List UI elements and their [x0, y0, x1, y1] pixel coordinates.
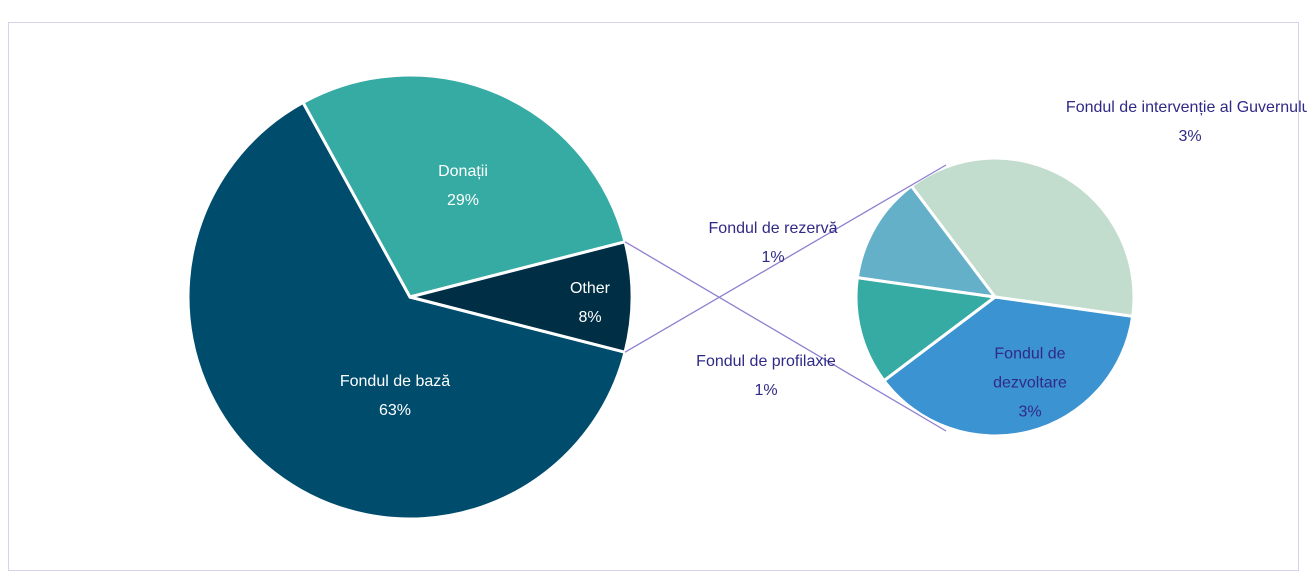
connector-line — [624, 241, 947, 432]
category-label: Fondul de bază — [339, 373, 451, 390]
pie-slice — [186, 100, 627, 521]
chart-border — [8, 22, 1299, 571]
pie-slice — [881, 295, 1135, 438]
category-label: Fondul de intervenție al Guvernului — [1065, 99, 1307, 116]
value-label: 1% — [761, 249, 785, 266]
value-label: 29% — [446, 192, 480, 209]
pie-slice — [409, 239, 634, 355]
pie-slice — [854, 275, 999, 383]
category-label: Fondul de profilaxie — [696, 353, 836, 370]
category-label: Fondul de dezvoltare — [993, 345, 1067, 392]
data-label: Fondul de profilaxie 1% — [666, 347, 866, 405]
value-label: 3% — [1018, 403, 1042, 421]
data-label: Fondul de rezervă 1% — [673, 214, 873, 272]
connector-line — [624, 164, 947, 353]
value-label: 63% — [378, 402, 412, 419]
pie-slice — [301, 73, 627, 299]
category-label: Donații — [438, 163, 488, 180]
pie-slice — [909, 156, 1136, 319]
value-label: 8% — [578, 309, 602, 326]
data-label: Fondul de bază 63% — [295, 367, 495, 425]
data-label: Donații 29% — [403, 157, 523, 215]
data-label: Fondul de dezvoltare 3% — [975, 340, 1085, 427]
data-label: Other 8% — [540, 274, 640, 332]
value-label: 1% — [754, 382, 778, 399]
category-label: Other — [569, 280, 610, 297]
value-label: 3% — [1178, 128, 1202, 145]
data-label: Fondul de intervenție al Guvernului 3% — [1060, 93, 1307, 151]
category-label: Fondul de rezervă — [708, 220, 838, 237]
pie-slice — [855, 183, 999, 299]
